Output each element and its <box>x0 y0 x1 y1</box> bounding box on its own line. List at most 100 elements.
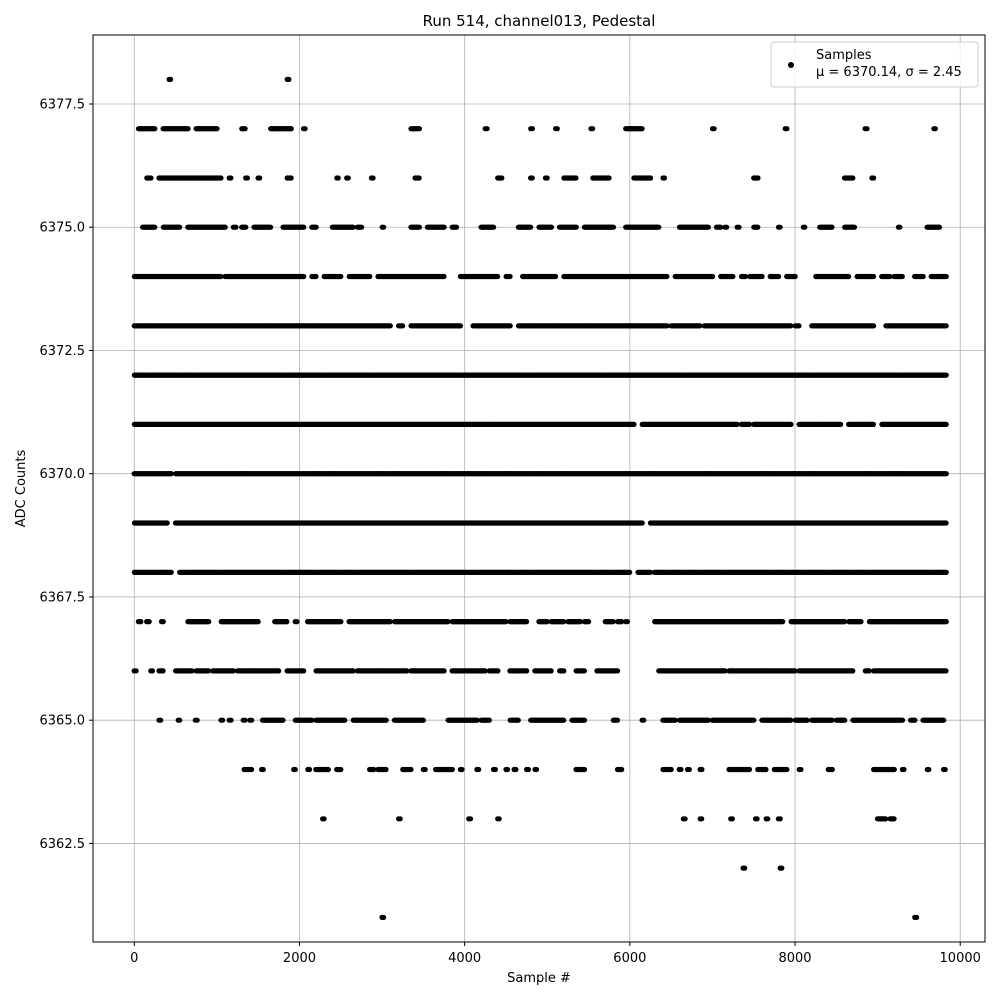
data-point <box>507 323 513 329</box>
data-point <box>943 323 949 329</box>
data-point <box>554 126 560 132</box>
data-point <box>218 273 224 280</box>
data-point <box>851 224 858 230</box>
data-point <box>656 224 662 230</box>
data-point <box>528 224 534 230</box>
data-point <box>268 224 274 230</box>
data-point <box>288 175 294 181</box>
data-point <box>932 126 938 132</box>
data-point <box>631 421 637 427</box>
data-point <box>152 224 158 230</box>
data-point <box>499 175 505 181</box>
data-point <box>168 76 174 82</box>
data-point <box>573 175 579 181</box>
data-point <box>724 224 730 230</box>
data-point <box>661 175 668 181</box>
data-point <box>243 224 249 230</box>
data-point <box>943 273 949 280</box>
data-point <box>441 224 447 230</box>
data-point <box>871 175 877 181</box>
data-point <box>177 224 183 230</box>
data-point <box>313 224 319 230</box>
data-point <box>222 224 228 230</box>
data-point <box>755 224 761 230</box>
data-point <box>792 273 798 280</box>
data-point <box>301 224 307 230</box>
data-point <box>788 421 794 427</box>
data-point <box>400 323 406 329</box>
data-point <box>218 175 224 181</box>
data-point <box>796 323 802 329</box>
data-point <box>870 421 877 427</box>
data-point <box>441 273 447 280</box>
data-point <box>359 224 365 230</box>
data-point <box>850 175 856 181</box>
data-point <box>453 224 460 230</box>
data-point <box>544 175 550 181</box>
data-point <box>871 323 877 329</box>
data-point <box>185 126 191 132</box>
data-point <box>606 175 612 181</box>
data-point <box>664 273 670 280</box>
data-point <box>711 126 717 132</box>
data-point <box>777 224 783 230</box>
data-point <box>920 273 926 280</box>
data-point <box>838 421 844 427</box>
data-point <box>381 224 387 230</box>
data-point <box>313 273 319 280</box>
data-point <box>573 224 579 230</box>
data-point <box>897 224 903 230</box>
data-point <box>730 273 736 280</box>
data-point <box>345 175 351 181</box>
data-point <box>718 224 724 230</box>
data-point <box>491 224 497 230</box>
data-point <box>871 273 877 280</box>
data-point <box>736 224 742 230</box>
data-point <box>228 175 234 181</box>
data-point <box>416 224 422 230</box>
data-point <box>943 372 949 378</box>
data-point <box>457 323 464 329</box>
data-point <box>233 224 239 230</box>
data-point <box>367 273 373 280</box>
data-point <box>335 175 341 181</box>
data-point <box>846 273 852 280</box>
data-point <box>152 126 158 132</box>
data-point <box>242 126 248 132</box>
data-point <box>350 224 356 230</box>
data-point <box>936 224 943 230</box>
data-point <box>244 175 250 181</box>
data-points <box>131 76 949 921</box>
data-point <box>288 126 294 132</box>
data-point <box>943 421 949 427</box>
data-point <box>864 126 870 132</box>
data-point <box>416 175 422 181</box>
data-point <box>548 224 555 230</box>
data-point <box>507 273 513 280</box>
data-point <box>387 323 393 329</box>
data-point <box>610 224 617 230</box>
data-point <box>776 273 782 280</box>
data-point <box>416 126 422 132</box>
data-point <box>302 126 308 132</box>
data-point <box>484 126 490 132</box>
data-point <box>257 175 263 181</box>
data-point <box>755 175 761 181</box>
data-point <box>639 126 645 132</box>
data-point <box>899 273 905 280</box>
data-point <box>370 175 376 181</box>
data-point <box>759 273 765 280</box>
data-point <box>148 175 154 181</box>
data-point <box>552 273 559 280</box>
data-point <box>529 126 536 132</box>
data-point <box>338 273 344 280</box>
data-point <box>648 175 654 181</box>
data-point <box>495 273 501 280</box>
data-point <box>802 224 808 230</box>
data-point <box>784 126 790 132</box>
data-point <box>829 224 835 230</box>
data-point <box>529 175 535 181</box>
data-point <box>710 273 716 280</box>
